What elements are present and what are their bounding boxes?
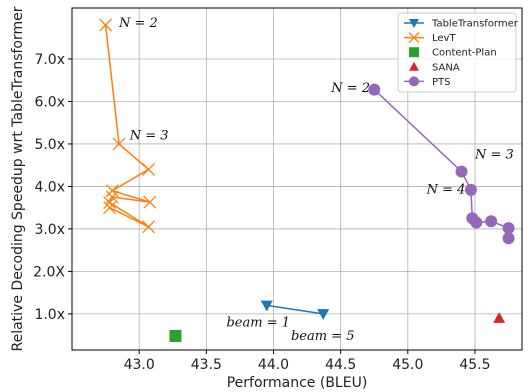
annotation-label: N = 4 [426,183,466,198]
x-tick-label: 45.0 [392,357,423,373]
x-tick-label: 43.5 [191,357,222,373]
data-point-levt [142,220,156,234]
legend-marker [409,47,419,58]
legend-entry-pts: PTS [404,76,451,88]
data-point-levt [112,137,126,151]
y-tick-label: 4.0x [34,179,65,195]
legend: TableTransformer LevT Content-Plan SANA PTS [397,12,519,93]
data-point-content-plan [169,329,182,342]
legend-label: Content-Plan [432,48,497,59]
x-tick-label: 45.5 [459,357,490,373]
data-point-levt [143,195,157,209]
legend-marker [409,76,419,87]
y-tick-label: 5.0x [34,137,65,153]
data-point-pts [485,215,498,228]
annotation-label: beam = 1 [226,316,290,331]
data-point-pts [368,83,381,96]
series-content-plan [169,329,182,342]
data-point-pts [502,222,515,235]
data-point-pts [455,165,468,178]
plot-frame [71,7,523,351]
legend-entry-tabletransformer: TableTransformer [404,19,519,30]
legend-label: TableTransformer [431,19,519,30]
data-point-tabletransformer [260,300,273,312]
series-sana [493,312,506,323]
annotation-label: N = 2 [118,16,158,31]
data-point-levt [103,201,117,215]
data-point-pts [464,183,477,196]
y-tick-label: 1.0x [34,307,65,323]
data-point-pts [470,216,483,229]
data-point-tabletransformer [317,309,330,320]
legend-entry-levt: LevT [404,32,456,44]
series-layer [99,18,515,342]
tick-labels: 43.0 43.5 44.0 44.5 45.0 45.5 1.0x 2.0X 3.0x 4.0x… [33,52,490,373]
legend-entry-content-plan: Content-Plan [409,47,497,59]
legend-marker [409,19,419,28]
x-tick-label: 43.0 [124,357,155,373]
series-line-tabletransformer [266,304,324,315]
x-tick-label: 44.5 [325,357,356,373]
legend-label: SANA [432,62,460,73]
legend-label: LevT [432,33,456,44]
legend-label: PTS [432,77,451,88]
y-tick-label: 7.0x [34,52,65,68]
legend-marker [408,32,420,44]
data-point-sana [493,312,506,323]
annotation-label: N = 3 [129,129,169,144]
y-tick-label: 2.0X [33,264,65,280]
legend-entry-sana: SANA [409,61,460,73]
y-tick-label: 3.0x [34,222,65,238]
data-point-levt [105,184,119,198]
x-tick-label: 44.0 [258,357,289,373]
data-point-levt [99,18,113,32]
data-point-pts [502,232,515,245]
legend-marker [409,61,419,71]
series-tabletransformer [260,300,330,320]
y-axis-label: Relative Decoding Speedup wrt TableTrans… [10,6,26,351]
annotation-label: N = 2 [330,81,370,96]
annotation-label: beam = 5 [291,329,355,344]
series-pts [368,83,515,245]
x-axis-label: Performance (BLEU) [227,375,368,391]
series-levt [99,18,157,234]
y-tick-label: 6.0x [34,94,65,110]
legend-box [397,12,517,93]
annotation-label: N = 3 [474,147,514,162]
data-point-levt [142,162,156,176]
data-point-levt [103,196,117,210]
